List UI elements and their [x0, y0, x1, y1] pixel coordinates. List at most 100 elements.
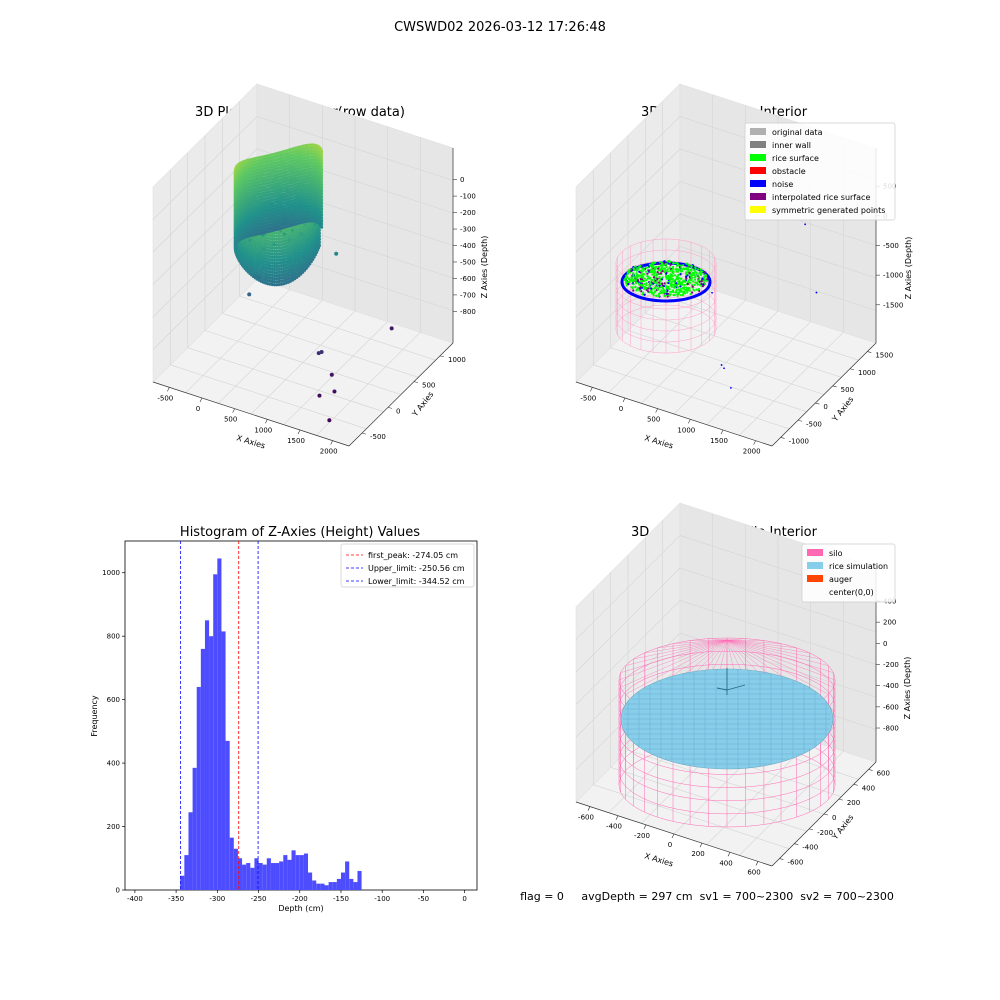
simulation-y-tick-mark	[779, 859, 783, 860]
classify-surface-point	[659, 261, 661, 263]
simulation-x-tick-label: 200	[691, 850, 704, 858]
simulation-y-tick-label: 600	[877, 769, 890, 777]
histogram-bar	[283, 855, 287, 890]
classify-surface-point	[669, 264, 671, 266]
classify-surface-point	[629, 279, 631, 281]
simulation-y-tick-label: 400	[862, 784, 875, 792]
classify-surface-point	[680, 290, 682, 292]
classify-surface-point	[676, 295, 678, 297]
classify-surface-point	[632, 283, 634, 285]
raw-data-point	[304, 208, 307, 211]
classify-surface-point	[677, 271, 679, 273]
classify-surface-point	[643, 283, 645, 285]
raw-data-z-tick-label: -700	[460, 291, 476, 299]
raw-data-point	[248, 239, 251, 242]
classify-surface-point	[672, 275, 674, 277]
classify-noise-point	[730, 387, 732, 389]
raw-data-z-tick-label: -600	[460, 275, 476, 283]
histogram-y-tick-label: 1000	[102, 569, 120, 577]
histogram-bar	[271, 863, 275, 890]
classify-surface-point	[663, 260, 665, 262]
histogram-y-tick-label: 800	[107, 633, 120, 641]
classify-surface-point	[695, 289, 697, 291]
raw-data-point	[304, 202, 307, 205]
classify-y-tick-label: -1000	[789, 437, 809, 445]
classify-surface-point	[690, 293, 692, 295]
histogram-frame	[125, 541, 477, 890]
classify-surface-point	[662, 287, 664, 289]
classify-surface-point	[641, 268, 643, 270]
classify-surface-point	[664, 271, 666, 273]
raw-data-x-tick-mark	[200, 398, 202, 402]
simulation-legend-swatch	[807, 575, 823, 582]
classify-legend-label: rice surface	[772, 154, 819, 163]
raw-data-y-tick-mark	[388, 407, 392, 408]
histogram-bar	[324, 885, 328, 890]
panel-histogram: Histogram of Z-Axies (Height) Values -40…	[90, 525, 477, 913]
histogram-bar	[184, 855, 188, 890]
panel-classify-zlabel: Z Axies (Depth)	[904, 237, 913, 300]
simulation-y-tick-mark	[794, 844, 798, 845]
classify-surface-point	[698, 276, 700, 278]
classify-surface-point	[657, 273, 659, 275]
classify-surface-point	[675, 282, 677, 284]
classify-surface-point	[647, 290, 649, 292]
histogram-bar	[357, 871, 361, 890]
classify-surface-point	[653, 270, 655, 272]
classify-surface-point	[632, 275, 634, 277]
classify-surface-point	[640, 290, 642, 292]
classify-surface-point	[648, 284, 650, 286]
classify-surface-point	[664, 282, 666, 284]
raw-data-point	[303, 224, 306, 227]
raw-data-point	[299, 233, 302, 236]
raw-data-z-tick-label: 0	[460, 176, 464, 184]
classify-surface-point	[689, 282, 691, 284]
raw-data-point	[304, 168, 307, 171]
classify-surface-point	[643, 294, 645, 296]
histogram-bar	[353, 882, 357, 890]
classify-surface-point	[692, 272, 694, 274]
classify-surface-point	[643, 273, 645, 275]
classify-surface-point	[674, 274, 676, 276]
classify-surface-point	[679, 294, 681, 296]
classify-surface-point	[672, 294, 674, 296]
classify-surface-point	[641, 274, 643, 276]
simulation-z-tick-label: -800	[883, 725, 899, 733]
classify-surface-point	[678, 280, 680, 282]
classify-surface-point	[680, 265, 682, 267]
histogram-x-tick-label: -350	[168, 895, 184, 903]
raw-data-outlier-point	[327, 418, 331, 422]
classify-x-tick-mark	[754, 441, 756, 445]
classify-x-tick-mark	[688, 419, 690, 423]
classify-surface-point	[685, 273, 687, 275]
classify-surface-point	[689, 290, 691, 292]
classify-surface-point	[685, 275, 687, 277]
histogram-bar	[287, 860, 291, 890]
panel-raw-data-xlabel: X Axies	[235, 433, 266, 450]
classify-surface-point	[677, 278, 679, 280]
histogram-bar	[250, 868, 254, 890]
raw-data-point	[304, 199, 307, 202]
classify-surface-point	[701, 280, 703, 282]
simulation-x-tick-mark	[700, 843, 702, 847]
raw-data-point	[304, 220, 307, 223]
raw-data-point	[304, 156, 307, 159]
classify-y-tick-label: 1500	[875, 352, 893, 360]
raw-data-point	[304, 217, 307, 220]
classify-surface-point	[657, 267, 659, 269]
classify-surface-point	[677, 286, 679, 288]
classify-legend-label: interpolated rice surface	[772, 193, 870, 202]
classify-y-tick-label: 0	[823, 403, 827, 411]
classify-surface-point	[634, 276, 636, 278]
classify-surface-point	[666, 277, 668, 279]
classify-surface-point	[701, 277, 703, 279]
classify-surface-point	[648, 277, 650, 279]
classify-surface-point	[678, 289, 680, 291]
classify-surface-point	[642, 285, 644, 287]
histogram-y-tick-label: 400	[107, 760, 120, 768]
classify-surface-point	[636, 277, 638, 279]
classify-surface-point	[690, 279, 692, 281]
classify-surface-point	[634, 286, 636, 288]
histogram-bar	[337, 879, 341, 890]
raw-data-point	[288, 238, 291, 241]
